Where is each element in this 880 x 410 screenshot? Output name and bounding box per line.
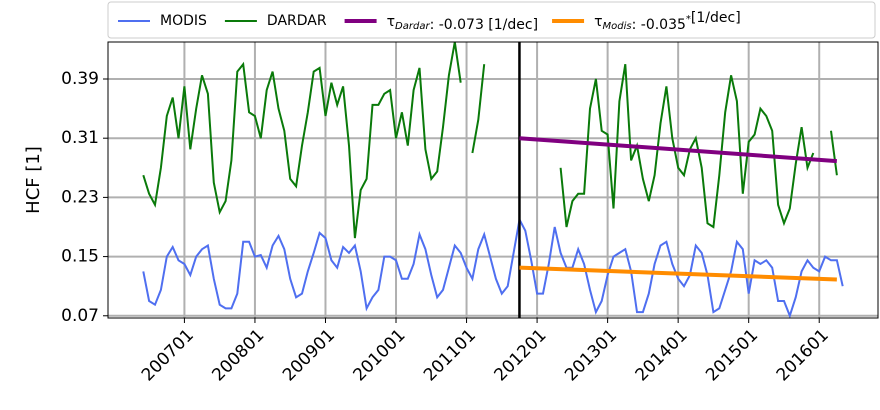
legend-text-part: Modis [603, 21, 632, 32]
y-tick-label: 0.39 [61, 69, 99, 89]
series-line [143, 220, 842, 316]
series-line [143, 42, 837, 238]
y-tick-label: 0.07 [61, 306, 99, 326]
legend-text-part: τ [594, 14, 602, 30]
x-tick-label: 201601 [773, 325, 833, 385]
x-tick-label: 201401 [632, 325, 692, 385]
legend-text-part: : -0.073 [1/dec] [430, 17, 539, 33]
y-tick-label: 0.31 [61, 128, 99, 148]
legend-label: MODIS [160, 13, 207, 29]
legend-text-part: Dardar [395, 21, 430, 32]
legend-text-part: [1/dec] [691, 10, 741, 26]
x-tick-label: 201501 [702, 325, 762, 385]
legend-text-part: : -0.035 [632, 17, 686, 33]
x-tick-label: 201001 [350, 325, 410, 385]
x-tick-label: 201101 [420, 325, 480, 385]
legend-text-part: τ [387, 14, 395, 30]
y-tick-label: 0.15 [61, 247, 99, 267]
x-tick-label: 200801 [208, 325, 268, 385]
legend-label: DARDAR [267, 13, 327, 29]
x-tick-label: 200901 [279, 325, 339, 385]
x-tick-label: 200701 [138, 325, 198, 385]
y-axis-label: HCF [1] [23, 146, 44, 214]
x-tick-label: 201301 [561, 325, 621, 385]
x-tick-label: 201201 [491, 325, 551, 385]
y-tick-label: 0.23 [61, 187, 99, 207]
